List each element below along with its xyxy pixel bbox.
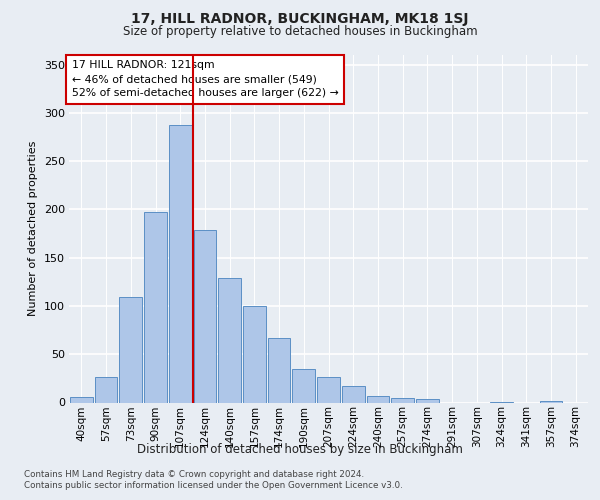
- Bar: [218, 278, 241, 402]
- Bar: [243, 306, 266, 402]
- Bar: [416, 398, 439, 402]
- Bar: [119, 298, 142, 403]
- Text: 17, HILL RADNOR, BUCKINGHAM, MK18 1SJ: 17, HILL RADNOR, BUCKINGHAM, MK18 1SJ: [131, 12, 469, 26]
- Bar: [70, 396, 93, 402]
- Bar: [144, 212, 167, 402]
- Bar: [367, 396, 389, 402]
- Bar: [268, 338, 290, 402]
- Bar: [194, 230, 216, 402]
- Bar: [539, 400, 562, 402]
- Text: Size of property relative to detached houses in Buckingham: Size of property relative to detached ho…: [122, 25, 478, 38]
- Bar: [95, 378, 118, 402]
- Text: Contains public sector information licensed under the Open Government Licence v3: Contains public sector information licen…: [24, 481, 403, 490]
- Bar: [169, 124, 191, 402]
- Y-axis label: Number of detached properties: Number of detached properties: [28, 141, 38, 316]
- Bar: [342, 386, 365, 402]
- Bar: [391, 398, 414, 402]
- Bar: [317, 378, 340, 402]
- Text: 17 HILL RADNOR: 121sqm
← 46% of detached houses are smaller (549)
52% of semi-de: 17 HILL RADNOR: 121sqm ← 46% of detached…: [71, 60, 338, 98]
- Text: Distribution of detached houses by size in Buckingham: Distribution of detached houses by size …: [137, 442, 463, 456]
- Text: Contains HM Land Registry data © Crown copyright and database right 2024.: Contains HM Land Registry data © Crown c…: [24, 470, 364, 479]
- Bar: [292, 368, 315, 402]
